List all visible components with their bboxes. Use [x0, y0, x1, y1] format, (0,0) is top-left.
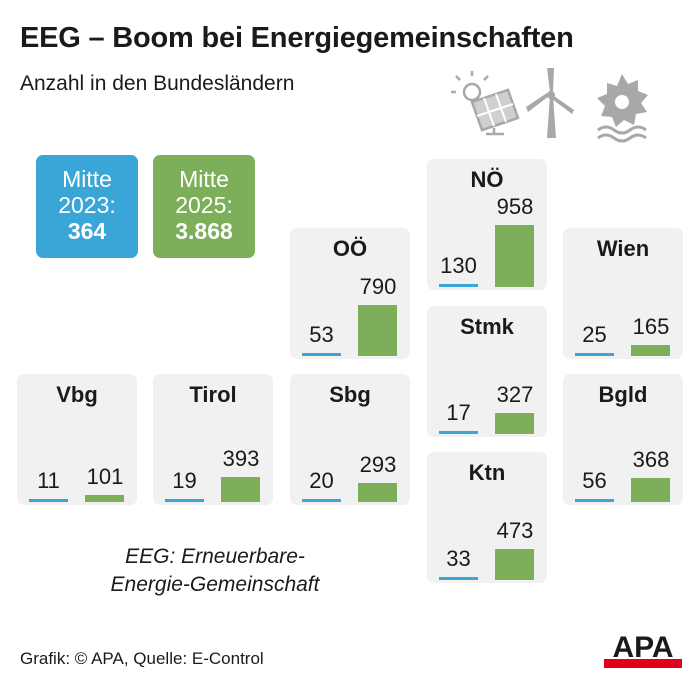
chart-subtitle: Anzahl in den Bundesländern [20, 72, 295, 95]
bar-2025 [221, 477, 260, 502]
label-2023: 11 [37, 468, 60, 493]
tile-ktn: Ktn 33 473 [427, 452, 547, 583]
tile-ooe: OÖ 53 790 [290, 228, 410, 359]
tile-sbg: Sbg 20 293 [290, 374, 410, 505]
label-2025: 790 [359, 274, 397, 299]
tile-name: Sbg [329, 382, 371, 407]
bar-2023 [439, 284, 478, 287]
bar-2023 [439, 577, 478, 580]
label-2023: 56 [582, 468, 607, 493]
bar-2023 [302, 499, 341, 502]
tile-name: Tirol [189, 382, 237, 407]
apa-logo-text: APA [612, 632, 673, 664]
tile-name: Stmk [460, 314, 514, 339]
apa-logo: APA [604, 632, 682, 668]
tile-bgld: Bgld 56 368 [563, 374, 683, 505]
label-2023: 130 [440, 253, 477, 278]
wind-turbine-icon [526, 68, 574, 138]
tile-name: OÖ [332, 236, 368, 261]
tile-stmk: Stmk 17 327 [427, 306, 547, 437]
bar-2023 [165, 499, 204, 502]
label-2025: 101 [86, 464, 124, 489]
label-2025: 393 [222, 446, 260, 471]
tile-noe: NÖ 130 958 [427, 159, 547, 290]
label-2023: 19 [172, 468, 197, 493]
source-text: Grafik: © APA, Quelle: E-Control [20, 649, 264, 668]
bar-2023 [575, 353, 614, 356]
label-2025: 473 [496, 518, 534, 543]
bar-2025 [85, 495, 124, 502]
bar-2025 [631, 478, 670, 502]
chart-title: EEG – Boom bei Energiegemeinschaften [20, 22, 574, 54]
legend-2023: Mitte 2023: 364 [36, 155, 138, 258]
bar-2025 [631, 345, 670, 356]
bar-2025 [495, 413, 534, 434]
bar-2025 [495, 549, 534, 580]
bar-2025 [358, 305, 397, 356]
legend-2023-line2: 2023: [58, 192, 116, 218]
energy-icons [451, 68, 648, 143]
bar-2023 [302, 353, 341, 356]
tile-name: Ktn [468, 460, 506, 485]
legend-2025: Mitte 2025: 3.868 [153, 155, 255, 258]
legend-2025-line1: Mitte [179, 166, 229, 192]
eeg-note: EEG: Erneuerbare- Energie-Gemeinschaft [80, 543, 350, 599]
label-2025: 958 [496, 194, 534, 219]
bar-2025 [358, 483, 397, 502]
label-2023: 17 [446, 400, 471, 425]
eeg-note-line2: Energie-Gemeinschaft [110, 573, 320, 596]
bar-2023 [29, 499, 68, 502]
label-2025: 165 [632, 314, 670, 339]
label-2023: 25 [582, 322, 607, 347]
legend-2023-total: 364 [67, 218, 107, 244]
tile-wien: Wien 25 165 [563, 228, 683, 359]
solar-panel-icon [451, 71, 520, 136]
tile-name: Bgld [598, 382, 648, 407]
tile-vbg: Vbg 11 101 [17, 374, 137, 505]
label-2023: 33 [446, 546, 471, 571]
legend-2025-line2: 2025: [175, 192, 233, 218]
label-2025: 368 [632, 447, 670, 472]
bar-2025 [495, 225, 534, 287]
tile-name: NÖ [470, 167, 504, 192]
hydro-turbine-icon [597, 74, 648, 143]
label-2025: 293 [359, 452, 397, 477]
legend-2023-line1: Mitte [62, 166, 112, 192]
bar-2023 [439, 431, 478, 434]
bar-2023 [575, 499, 614, 502]
label-2025: 327 [496, 382, 534, 407]
tile-name: Vbg [56, 382, 98, 407]
eeg-note-line1: EEG: Erneuerbare- [125, 545, 305, 568]
label-2023: 53 [309, 322, 334, 347]
label-2023: 20 [309, 468, 334, 493]
tile-name: Wien [596, 236, 650, 261]
legend-2025-total: 3.868 [175, 218, 233, 244]
tile-tirol: Tirol 19 393 [153, 374, 273, 505]
